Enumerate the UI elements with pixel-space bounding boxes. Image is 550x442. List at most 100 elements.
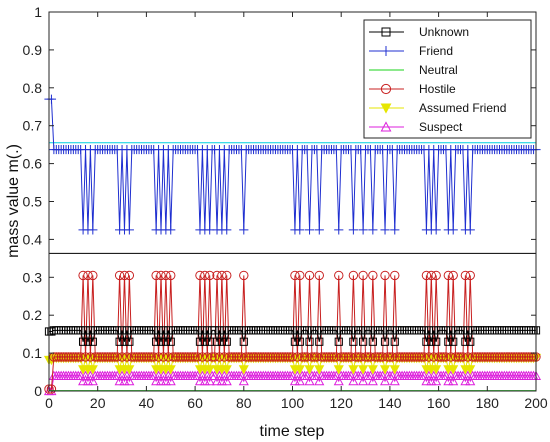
data-point-hostile	[416, 352, 427, 362]
data-point-unknown	[210, 326, 219, 335]
data-point-unknown	[161, 337, 170, 346]
data-point-suspect	[219, 370, 230, 380]
data-point-hostile	[282, 352, 293, 362]
data-point-unknown	[149, 326, 158, 335]
legend-label-suspect: Suspect	[419, 120, 463, 134]
data-point-suspect	[333, 375, 344, 386]
legend-marker-friend	[381, 46, 391, 56]
data-point-suspect	[192, 370, 203, 380]
data-point-hostile	[124, 270, 135, 281]
data-point-hostile	[185, 352, 195, 362]
data-point-suspect	[426, 375, 437, 386]
data-point-suspect	[194, 375, 206, 386]
data-point-hostile	[149, 352, 159, 362]
data-point-hostile	[382, 352, 393, 362]
data-point-suspect	[117, 370, 128, 380]
data-point-unknown	[198, 326, 207, 335]
data-point-hostile	[287, 352, 298, 362]
data-point-unknown	[125, 337, 134, 346]
data-point-hostile	[302, 352, 312, 362]
x-axis-label: time step	[260, 423, 325, 440]
data-point-hostile	[397, 352, 407, 362]
data-point-hostile	[453, 352, 463, 362]
legend-marker-hostile	[380, 83, 392, 95]
data-point-suspect	[211, 375, 223, 386]
data-point-hostile	[390, 270, 400, 281]
data-point-hostile	[292, 352, 303, 362]
data-point-suspect	[114, 375, 125, 386]
data-point-unknown	[449, 337, 458, 346]
data-point-assumed-friend	[333, 365, 344, 375]
data-point-hostile	[54, 352, 64, 362]
data-point-hostile	[411, 352, 422, 362]
x-tick-label: 20	[90, 395, 106, 411]
data-point-hostile	[492, 352, 502, 362]
data-point-suspect	[289, 375, 300, 386]
x-tick-label: 60	[187, 395, 203, 411]
data-point-hostile	[394, 352, 405, 362]
data-point-unknown	[222, 337, 231, 346]
data-point-hostile	[222, 270, 232, 281]
data-point-suspect	[421, 375, 432, 386]
data-point-hostile	[297, 352, 307, 362]
data-point-hostile	[504, 352, 514, 362]
data-point-hostile	[421, 270, 432, 281]
y-tick-label: 0.1	[23, 345, 43, 361]
data-point-hostile	[472, 352, 483, 362]
data-point-friend	[448, 225, 458, 235]
data-point-unknown	[78, 337, 88, 346]
data-point-unknown	[76, 326, 85, 335]
data-point-suspect	[197, 370, 208, 380]
data-point-friend	[431, 225, 441, 235]
data-point-hostile	[470, 352, 480, 362]
data-point-hostile	[360, 352, 371, 362]
data-point-suspect	[443, 375, 454, 386]
data-point-hostile	[258, 352, 268, 362]
data-point-hostile	[338, 352, 349, 362]
data-point-hostile	[183, 352, 193, 362]
data-point-suspect	[445, 370, 456, 380]
data-point-friend	[348, 225, 358, 235]
data-point-unknown	[117, 326, 127, 335]
data-point-suspect	[428, 370, 439, 380]
data-point-suspect	[165, 375, 176, 386]
data-point-suspect	[199, 375, 210, 386]
data-point-assumed-friend	[358, 365, 369, 375]
data-point-suspect	[387, 370, 398, 380]
data-point-unknown	[193, 326, 202, 335]
data-point-hostile	[78, 270, 88, 281]
data-point-hostile	[110, 352, 120, 362]
data-point-hostile	[117, 352, 127, 362]
data-point-hostile	[409, 352, 419, 362]
data-point-hostile	[234, 352, 244, 362]
data-point-hostile	[146, 352, 156, 362]
y-tick-label: 0.3	[23, 269, 43, 285]
data-point-hostile	[509, 352, 519, 362]
data-point-suspect	[124, 375, 135, 386]
data-point-hostile	[212, 270, 222, 281]
data-point-hostile	[319, 352, 329, 362]
data-point-friend	[358, 225, 368, 235]
data-point-hostile	[166, 270, 176, 281]
data-point-hostile	[141, 352, 152, 362]
data-point-hostile	[217, 270, 227, 281]
data-point-suspect	[148, 370, 159, 380]
y-tick-label: 0.4	[23, 231, 43, 247]
data-point-suspect	[238, 375, 249, 386]
data-point-hostile	[424, 352, 434, 362]
data-point-hostile	[202, 352, 212, 362]
data-point-hostile	[329, 352, 339, 362]
data-point-suspect	[314, 375, 325, 386]
data-point-hostile	[51, 352, 62, 362]
data-point-suspect	[236, 370, 247, 380]
data-point-assumed-friend	[304, 365, 315, 375]
data-point-unknown	[120, 337, 129, 346]
data-point-hostile	[195, 270, 205, 281]
data-point-unknown	[83, 337, 93, 346]
data-point-suspect	[379, 375, 391, 386]
data-point-hostile	[190, 352, 200, 362]
data-point-suspect	[87, 375, 98, 386]
data-point-hostile	[487, 352, 497, 362]
series-layer	[43, 94, 542, 396]
data-point-suspect	[160, 375, 171, 386]
